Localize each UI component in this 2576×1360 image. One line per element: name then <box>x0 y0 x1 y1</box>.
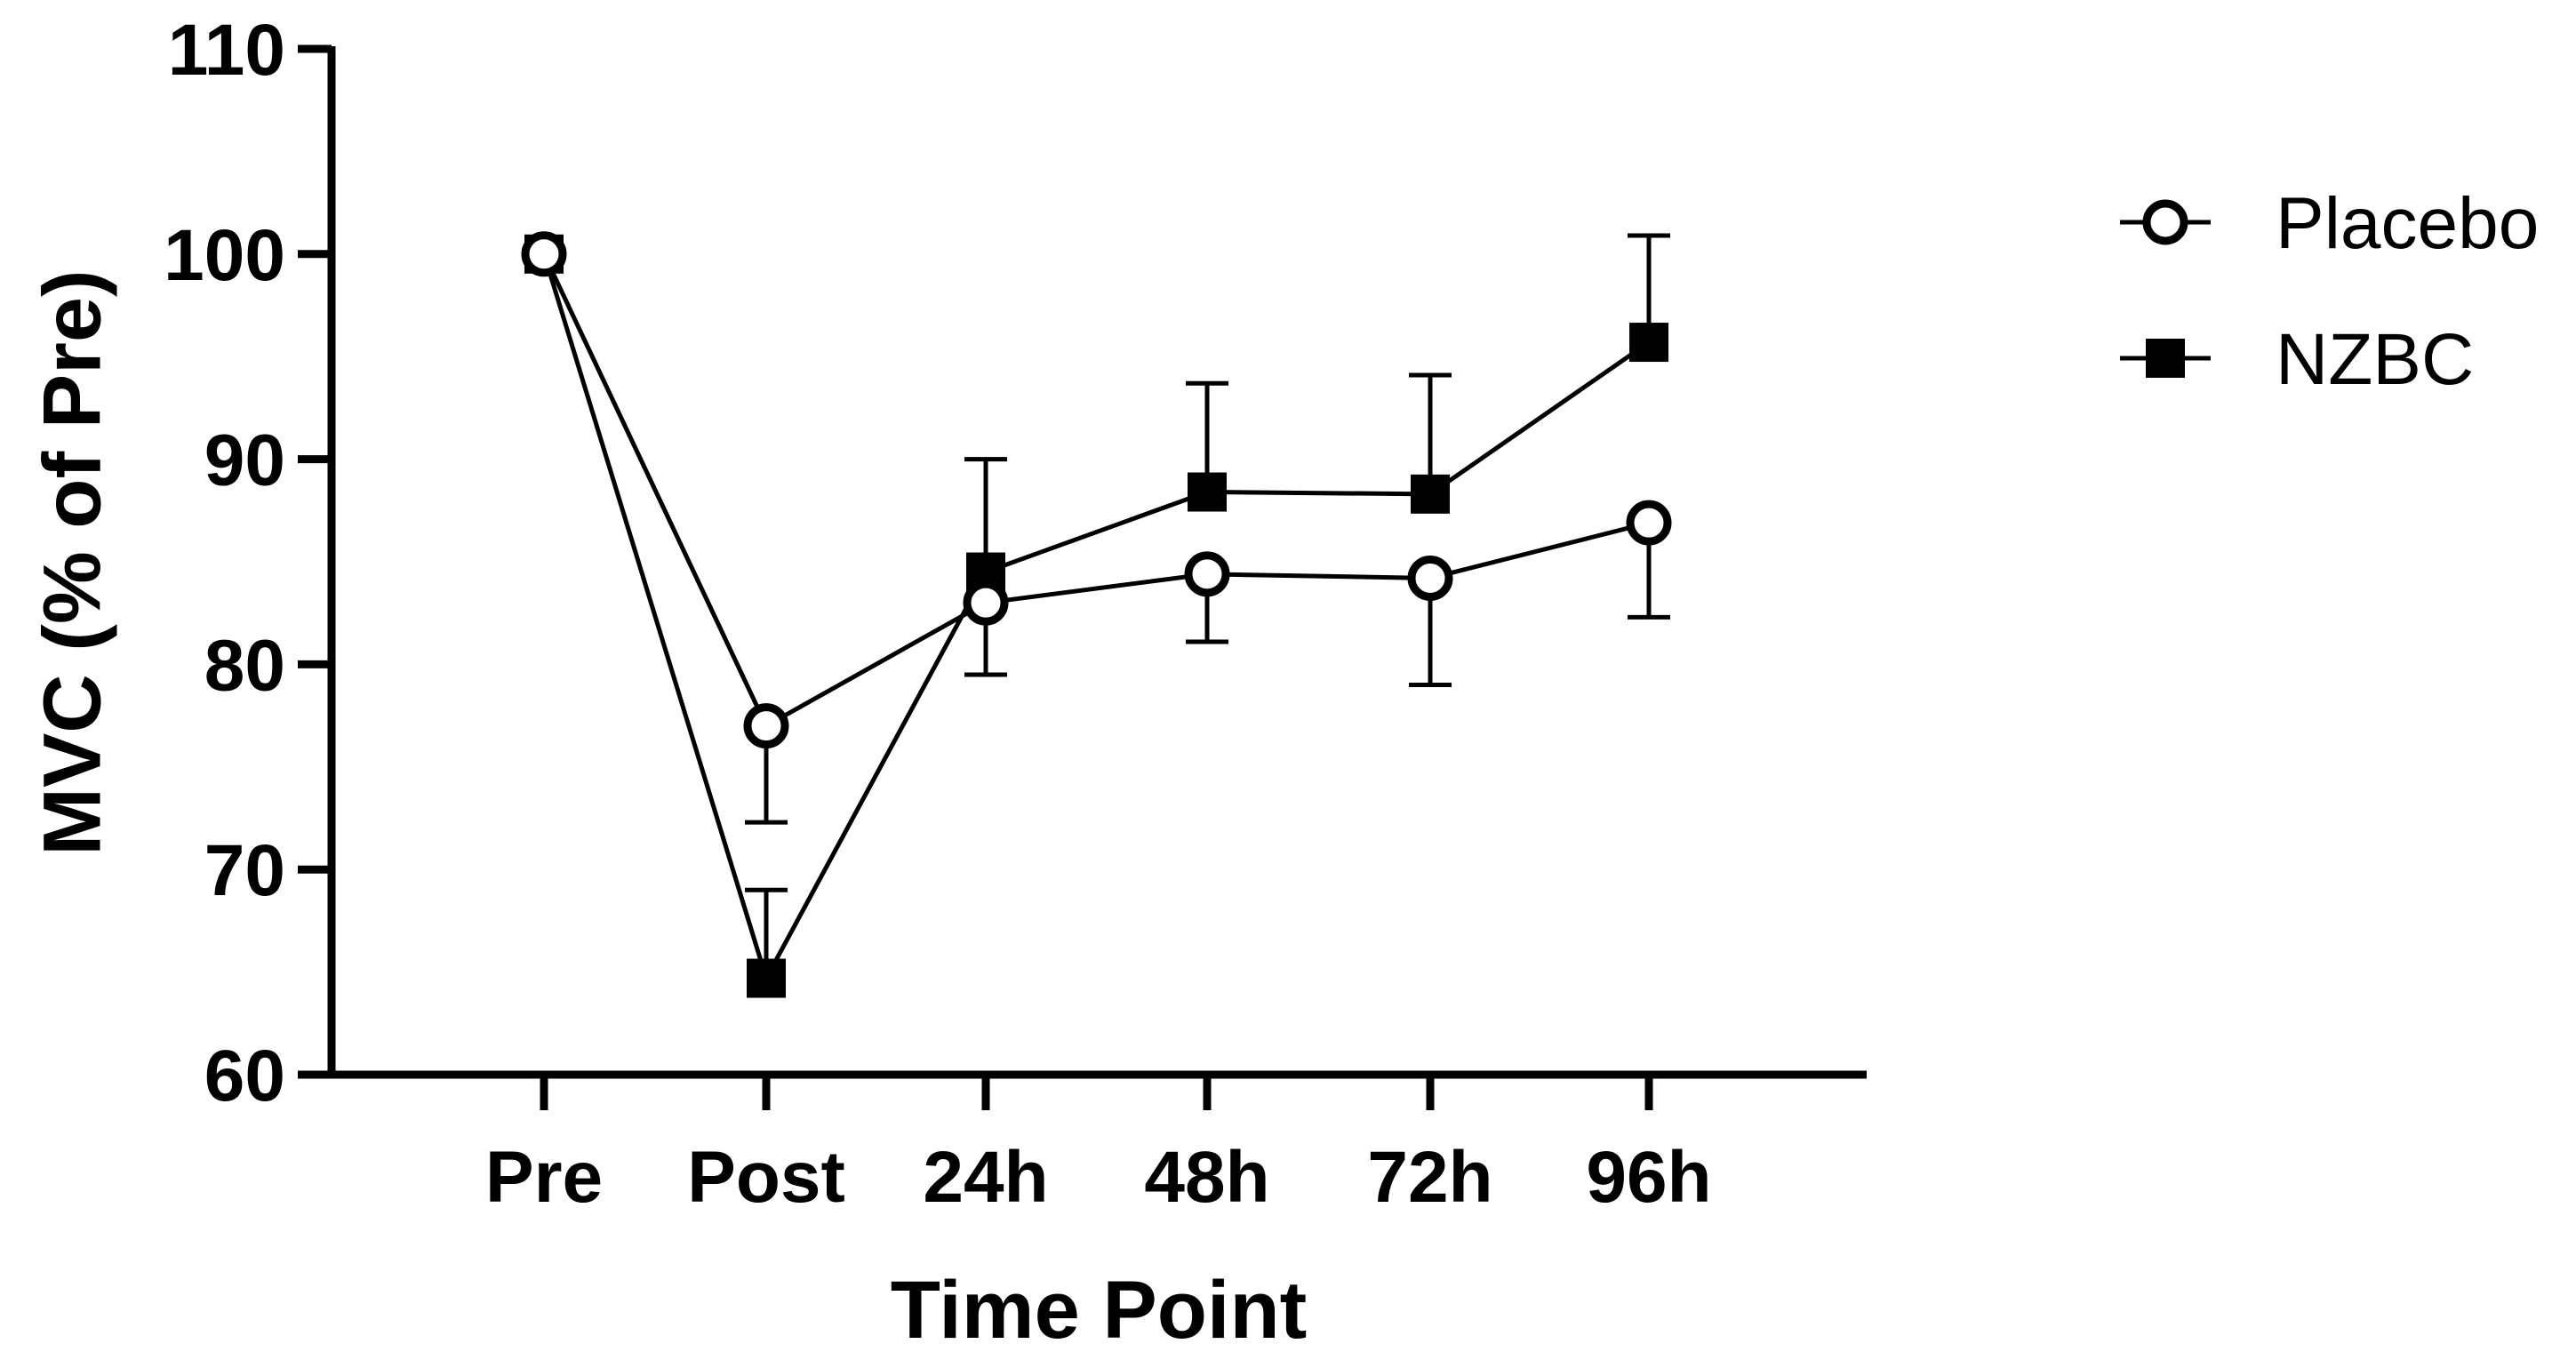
data-point-placebo <box>963 580 1009 626</box>
data-point-nzbc <box>1411 474 1450 514</box>
axes: 60 70 80 90 100 110 Pre Post 24h 48h 72h 96h <box>164 10 1867 1218</box>
y-axis-title: MVC (% of Pre) <box>27 269 117 855</box>
data-point-placebo <box>1407 555 1453 601</box>
y-tick-label: 100 <box>164 215 285 296</box>
data-point-nzbc <box>1629 323 1668 363</box>
x-axis-title: Time Point <box>891 1265 1308 1356</box>
y-tick-label: 60 <box>204 1036 285 1116</box>
data-point-nzbc <box>1188 472 1227 512</box>
y-tick-label: 80 <box>204 625 285 706</box>
y-tick-label: 90 <box>204 420 285 501</box>
y-tick-label: 70 <box>204 830 285 911</box>
legend-marker-nzbc <box>2146 339 2185 378</box>
data-point-placebo <box>1626 500 1672 546</box>
series-line-nzbc <box>541 253 1651 984</box>
series-layer <box>521 231 1672 998</box>
data-point-placebo <box>521 231 567 277</box>
x-tick-label: 72h <box>1367 1137 1492 1218</box>
x-tick-label: Pre <box>485 1137 603 1218</box>
x-tick-label: 96h <box>1586 1137 1711 1218</box>
x-tick-label: 48h <box>1144 1137 1269 1218</box>
data-point-placebo <box>743 703 789 749</box>
x-tick-label: Post <box>687 1137 845 1218</box>
legend-marker-placebo <box>2142 199 2188 245</box>
data-point-placebo <box>1184 551 1230 597</box>
series-line-placebo <box>541 252 1650 730</box>
legend-label: Placebo <box>2276 183 2539 264</box>
legend: Placebo NZBC <box>2120 183 2539 400</box>
y-tick-label: 110 <box>168 10 285 91</box>
data-point-nzbc <box>747 958 786 998</box>
x-tick-label: 24h <box>923 1137 1048 1218</box>
legend-label: NZBC <box>2276 319 2474 400</box>
